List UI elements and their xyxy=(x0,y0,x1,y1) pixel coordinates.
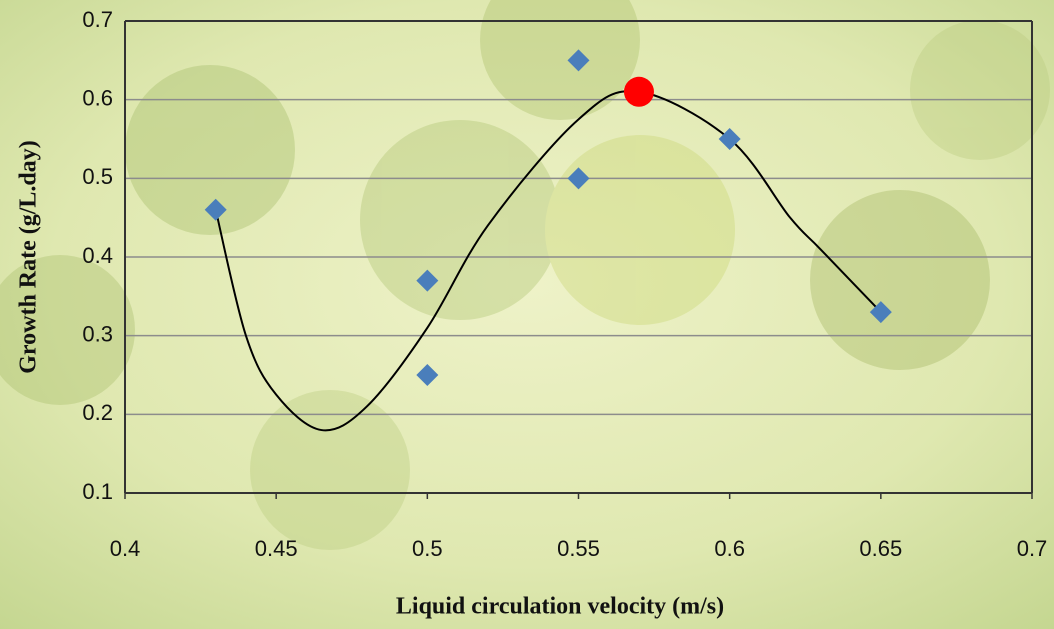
y-tick-label: 0.1 xyxy=(82,479,113,504)
y-tick-label: 0.3 xyxy=(82,321,113,346)
data-point xyxy=(416,269,439,292)
y-tick-label: 0.7 xyxy=(82,7,113,32)
x-tick-label: 0.4 xyxy=(110,536,141,561)
data-point xyxy=(416,364,439,386)
x-tick-label: 0.7 xyxy=(1017,536,1048,561)
data-point xyxy=(869,301,892,324)
y-tick-label: 0.6 xyxy=(82,85,113,110)
y-tick-label: 0.2 xyxy=(82,400,113,425)
x-axis-title: Liquid circulation velocity (m/s) xyxy=(396,594,724,620)
data-point xyxy=(567,49,590,72)
x-tick-label: 0.45 xyxy=(255,536,298,561)
data-point xyxy=(204,198,227,221)
x-tick-label: 0.65 xyxy=(859,536,902,561)
background-cells xyxy=(0,0,1050,550)
x-tick-label: 0.55 xyxy=(557,536,600,561)
x-tick-label: 0.6 xyxy=(714,536,745,561)
fit-curve xyxy=(214,90,882,432)
highlight-point xyxy=(623,76,654,107)
y-axis-title: Growth Rate (g/L.day) xyxy=(16,140,42,374)
data-point xyxy=(718,128,741,150)
x-tick-label: 0.5 xyxy=(412,536,443,561)
y-tick-label: 0.4 xyxy=(82,243,113,268)
y-tick-label: 0.5 xyxy=(82,164,113,189)
data-point xyxy=(567,167,590,190)
